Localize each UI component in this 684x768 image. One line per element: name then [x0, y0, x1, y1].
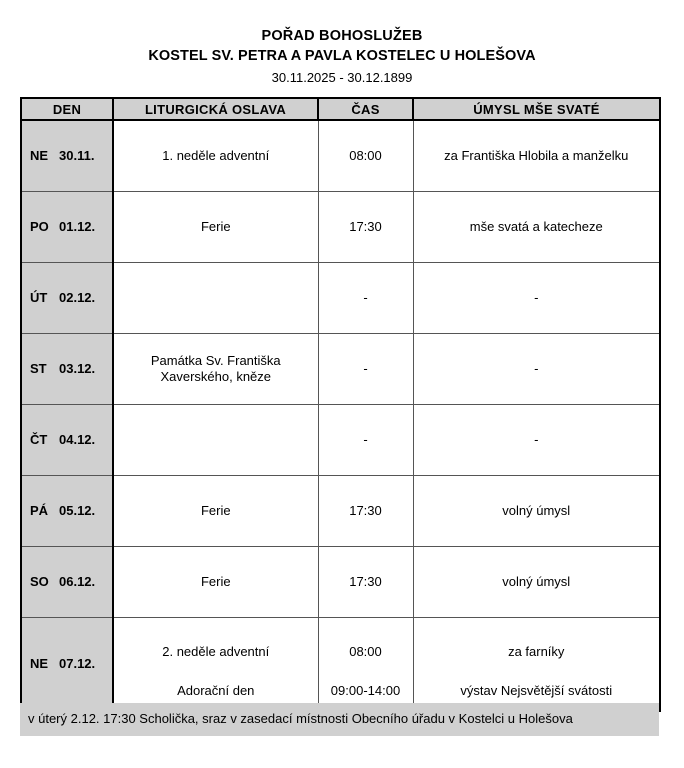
cell-time: -: [318, 333, 414, 405]
cell-intention: -: [413, 404, 660, 476]
cell-time: -: [318, 262, 414, 334]
column-header-den: DEN: [21, 98, 114, 121]
table-row: ST 03.12. Památka Sv. Františka Xaverskéh…: [21, 333, 660, 405]
column-header-liturgicka-oslava: LITURGICKÁ OSLAVA: [113, 98, 319, 121]
cell-day: SO 06.12.: [21, 546, 114, 618]
cell-liturgical-celebration: Památka Sv. Františka Xaverského, kněze: [113, 333, 319, 405]
time-entry-primary: 08:00: [349, 644, 382, 659]
cell-time: 08:00: [318, 120, 414, 192]
cell-day: PÁ 05.12.: [21, 475, 114, 547]
page-title: POŘAD BOHOSLUŽEB: [261, 28, 423, 44]
day-of-week: SO: [30, 574, 49, 589]
cell-intention: za farníky výstav Nejsvětější svátosti: [413, 618, 660, 712]
liturgical-line-2: Xaverského, kněze: [160, 369, 272, 384]
cell-day: ÚT 02.12.: [21, 262, 114, 334]
day-of-week: PO: [30, 219, 49, 234]
day-date: 30.11.: [59, 148, 95, 163]
cell-intention: volný úmysl: [413, 475, 660, 547]
page-title-block: POŘAD BOHOSLUŽEB KOSTEL SV. PETRA A PAVL…: [0, 0, 684, 88]
liturgical-line-1: Památka Sv. Františka: [150, 353, 281, 368]
day-date: 05.12.: [59, 503, 96, 518]
cell-day: NE 07.12.: [21, 617, 114, 711]
day-date: 03.12.: [59, 361, 96, 376]
table-row: ČT 04.12. - -: [21, 404, 660, 476]
cell-intention: volný úmysl: [413, 546, 660, 618]
cell-day: PO 01.12.: [21, 191, 114, 263]
cell-time: 08:00 09:00-14:00: [318, 617, 414, 711]
day-of-week: NE: [30, 148, 49, 163]
cell-liturgical-celebration: 2. neděle adventní Adorační den: [113, 617, 319, 711]
cell-intention: -: [413, 333, 660, 405]
cell-liturgical-celebration: [113, 404, 319, 476]
cell-liturgical-celebration: Ferie: [113, 546, 319, 618]
liturgical-sub-stack: 2. neděle adventní Adorační den: [120, 618, 312, 710]
table-row: NE 07.12. 2. neděle adventní Adorační den…: [21, 617, 660, 712]
cell-liturgical-celebration: [113, 262, 319, 334]
cell-day: NE 30.11.: [21, 120, 114, 192]
column-header-umysl: ÚMYSL MŠE SVATÉ: [413, 98, 660, 121]
liturgical-entry-primary: 2. neděle adventní: [162, 644, 270, 659]
table-row: SO 06.12. Ferie 17:30 volný úmysl: [21, 546, 660, 618]
table-header-row: DEN LITURGICKÁ OSLAVA ČAS ÚMYSL MŠE SVAT…: [21, 98, 660, 121]
time-entry-secondary: 09:00-14:00: [330, 683, 401, 698]
cell-time: 17:30: [318, 191, 414, 263]
day-of-week: ST: [30, 361, 47, 376]
day-of-week: ÚT: [30, 290, 48, 305]
day-of-week: PÁ: [30, 503, 49, 518]
table-row: NE 30.11. 1. neděle adventní 08:00 za Fra…: [21, 120, 660, 192]
day-of-week: NE: [30, 656, 49, 671]
table-body: NE 30.11. 1. neděle adventní 08:00 za Fra…: [21, 120, 660, 711]
day-date: 04.12.: [59, 432, 96, 447]
table-row: ÚT 02.12. - -: [21, 262, 660, 334]
column-header-cas: ČAS: [318, 98, 414, 121]
table-row: PO 01.12. Ferie 17:30 mše svatá a kateche…: [21, 191, 660, 263]
cell-time: 17:30: [318, 546, 414, 618]
intention-entry-primary: za farníky: [508, 644, 565, 659]
liturgical-entry-secondary: Adorační den: [177, 683, 255, 698]
table-row: PÁ 05.12. Ferie 17:30 volný úmysl: [21, 475, 660, 547]
page-date-range: 30.11.2025 - 30.12.1899: [271, 70, 413, 85]
cell-intention: za Františka Hlobila a manželku: [413, 120, 660, 192]
table-header: DEN LITURGICKÁ OSLAVA ČAS ÚMYSL MŠE SVAT…: [21, 98, 660, 121]
day-date: 06.12.: [59, 574, 96, 589]
intention-sub-stack: za farníky výstav Nejsvětější svátosti: [420, 618, 654, 710]
day-date: 02.12.: [59, 290, 96, 305]
cell-day: ST 03.12.: [21, 333, 114, 405]
cell-day: ČT 04.12.: [21, 404, 114, 476]
intention-entry-secondary: výstav Nejsvětější svátosti: [460, 683, 613, 698]
schedule-table: DEN LITURGICKÁ OSLAVA ČAS ÚMYSL MŠE SVAT…: [20, 97, 661, 712]
cell-liturgical-celebration: Ferie: [113, 475, 319, 547]
day-date: 01.12.: [59, 219, 96, 234]
schedule-table-container: DEN LITURGICKÁ OSLAVA ČAS ÚMYSL MŠE SVAT…: [20, 97, 661, 712]
footer-note: v úterý 2.12. 17:30 Scholička, sraz v za…: [20, 703, 659, 736]
cell-liturgical-celebration: Ferie: [113, 191, 319, 263]
cell-intention: mše svatá a katecheze: [413, 191, 660, 263]
time-sub-stack: 08:00 09:00-14:00: [325, 618, 407, 710]
cell-time: 17:30: [318, 475, 414, 547]
cell-liturgical-celebration: 1. neděle adventní: [113, 120, 319, 192]
cell-time: -: [318, 404, 414, 476]
day-date: 07.12.: [59, 656, 96, 671]
day-of-week: ČT: [30, 432, 48, 447]
cell-intention: -: [413, 262, 660, 334]
page-subtitle-church: KOSTEL SV. PETRA A PAVLA KOSTELEC U HOLE…: [148, 48, 536, 64]
